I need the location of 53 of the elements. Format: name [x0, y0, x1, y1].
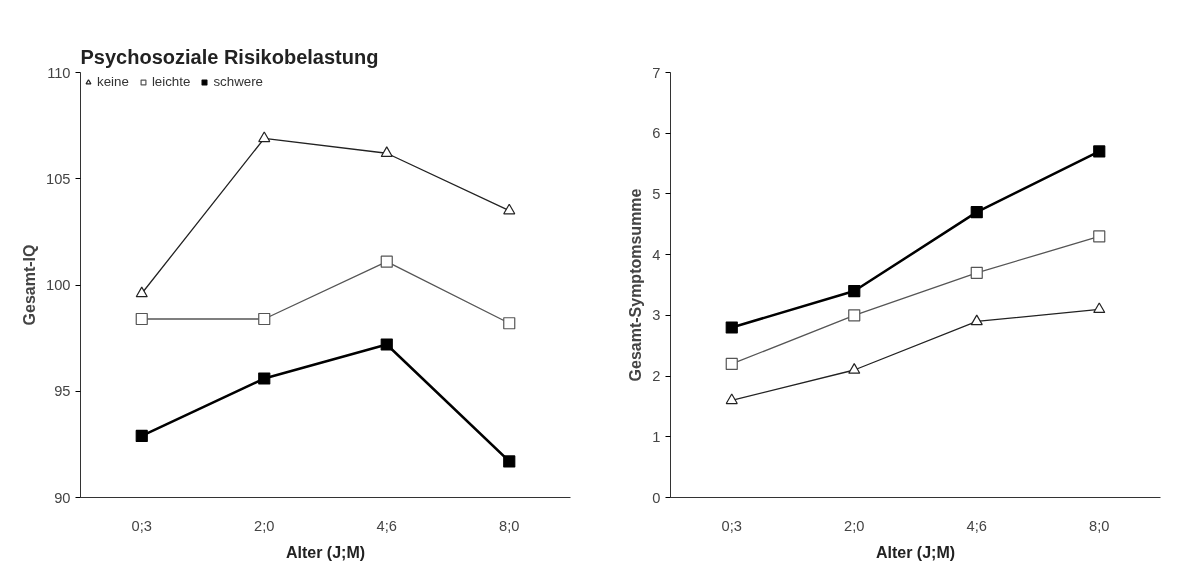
y-tick-label: 3 — [652, 307, 661, 324]
point — [1093, 302, 1106, 314]
point — [970, 266, 983, 279]
x-tick-label: 8;0 — [499, 517, 520, 534]
y-axis-title: Gesamt-IQ — [21, 244, 39, 326]
point — [503, 317, 516, 330]
point — [258, 312, 271, 326]
y-tick-label: 2 — [652, 368, 661, 385]
point — [1093, 230, 1106, 243]
point — [725, 393, 738, 405]
point — [970, 314, 983, 326]
x-tick-label: 8;0 — [1089, 517, 1110, 534]
legend-label: leichte — [151, 74, 191, 89]
x-tick-label: 4;6 — [966, 517, 987, 534]
point — [725, 321, 738, 334]
x-tick-label: 0;3 — [131, 517, 152, 534]
y-tick-label: 7 — [652, 64, 661, 81]
point — [503, 203, 516, 215]
point — [380, 255, 393, 268]
y-tick-label: 6 — [652, 125, 661, 142]
y-tick-label: 0 — [652, 489, 661, 506]
point — [725, 357, 738, 371]
point — [258, 131, 271, 143]
x-axis-title: Alter (J;M) — [875, 543, 956, 561]
point — [848, 363, 861, 374]
x-axis-title: Alter (J;M) — [285, 543, 366, 561]
point — [135, 286, 148, 298]
y-tick-label: 5 — [652, 185, 661, 202]
point — [848, 284, 861, 298]
y-tick-label: 105 — [46, 170, 71, 187]
point — [848, 309, 861, 322]
x-tick-label: 2;0 — [844, 517, 865, 534]
point — [135, 312, 148, 326]
point — [503, 455, 516, 468]
x-tick-label: 0;3 — [721, 517, 742, 534]
chart-title: Psychosoziale Risikobelastung — [80, 45, 379, 68]
x-tick-label: 4;6 — [376, 517, 397, 534]
x-tick-label: 2;0 — [254, 517, 275, 534]
y-tick-label: 1 — [652, 428, 661, 445]
y-axis-title: Gesamt-Symptomsumme — [627, 188, 645, 382]
point — [380, 338, 393, 351]
y-tick-label: 95 — [54, 383, 71, 400]
point — [258, 372, 271, 385]
point — [1093, 145, 1106, 158]
y-tick-label: 90 — [54, 489, 71, 506]
point — [380, 146, 393, 158]
legend-label: keine — [97, 74, 129, 89]
legend-label: schwere — [213, 74, 264, 89]
y-tick-label: 4 — [652, 246, 661, 263]
point — [970, 206, 983, 219]
y-tick-label: 110 — [47, 64, 71, 81]
y-tick-label: 100 — [46, 277, 71, 293]
point — [135, 429, 148, 442]
